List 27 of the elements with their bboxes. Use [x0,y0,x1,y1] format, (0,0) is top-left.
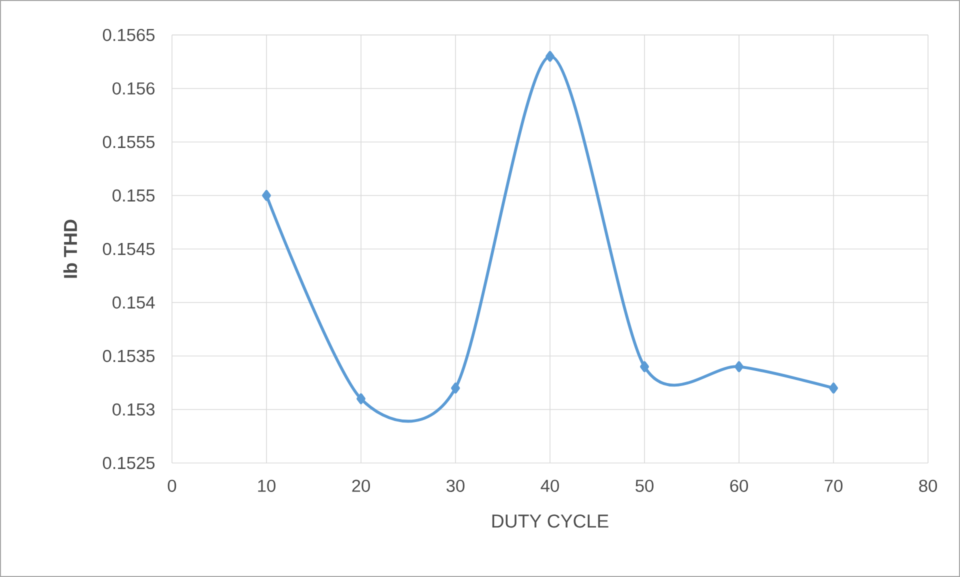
x-tick-label: 20 [352,480,370,492]
x-tick-label: 10 [258,480,276,492]
x-tick-label: 80 [919,480,937,492]
point [451,382,460,394]
y-tick-label: 0.1565 [102,28,155,42]
y-tick-label: 0.153 [112,403,155,416]
point [356,393,366,404]
x-tick-label: 0 [168,480,176,492]
point [640,361,649,372]
y-tick-label: 0.1525 [102,456,155,470]
y-tick-label: 0.155 [112,189,155,202]
y-tick-label: 0.1545 [102,242,155,256]
y-tick-label: 0.1535 [102,350,155,362]
y-tick-label: 0.1555 [102,136,155,148]
x-axis-title: DUTY CYCLE [492,514,608,528]
x-tick-label: 30 [446,480,464,492]
x-tick-label: 50 [636,480,654,492]
x-tick-label: 40 [540,480,559,492]
point [734,361,744,372]
point [546,50,554,62]
y-axis-title: Ib THD [63,220,78,278]
y-tick-label: 0.154 [112,296,155,309]
x-tick-label: 60 [730,480,748,492]
y-tick-label: 0.156 [112,82,155,95]
point [829,382,838,394]
x-tick-label: 70 [824,480,842,492]
point [262,190,271,201]
